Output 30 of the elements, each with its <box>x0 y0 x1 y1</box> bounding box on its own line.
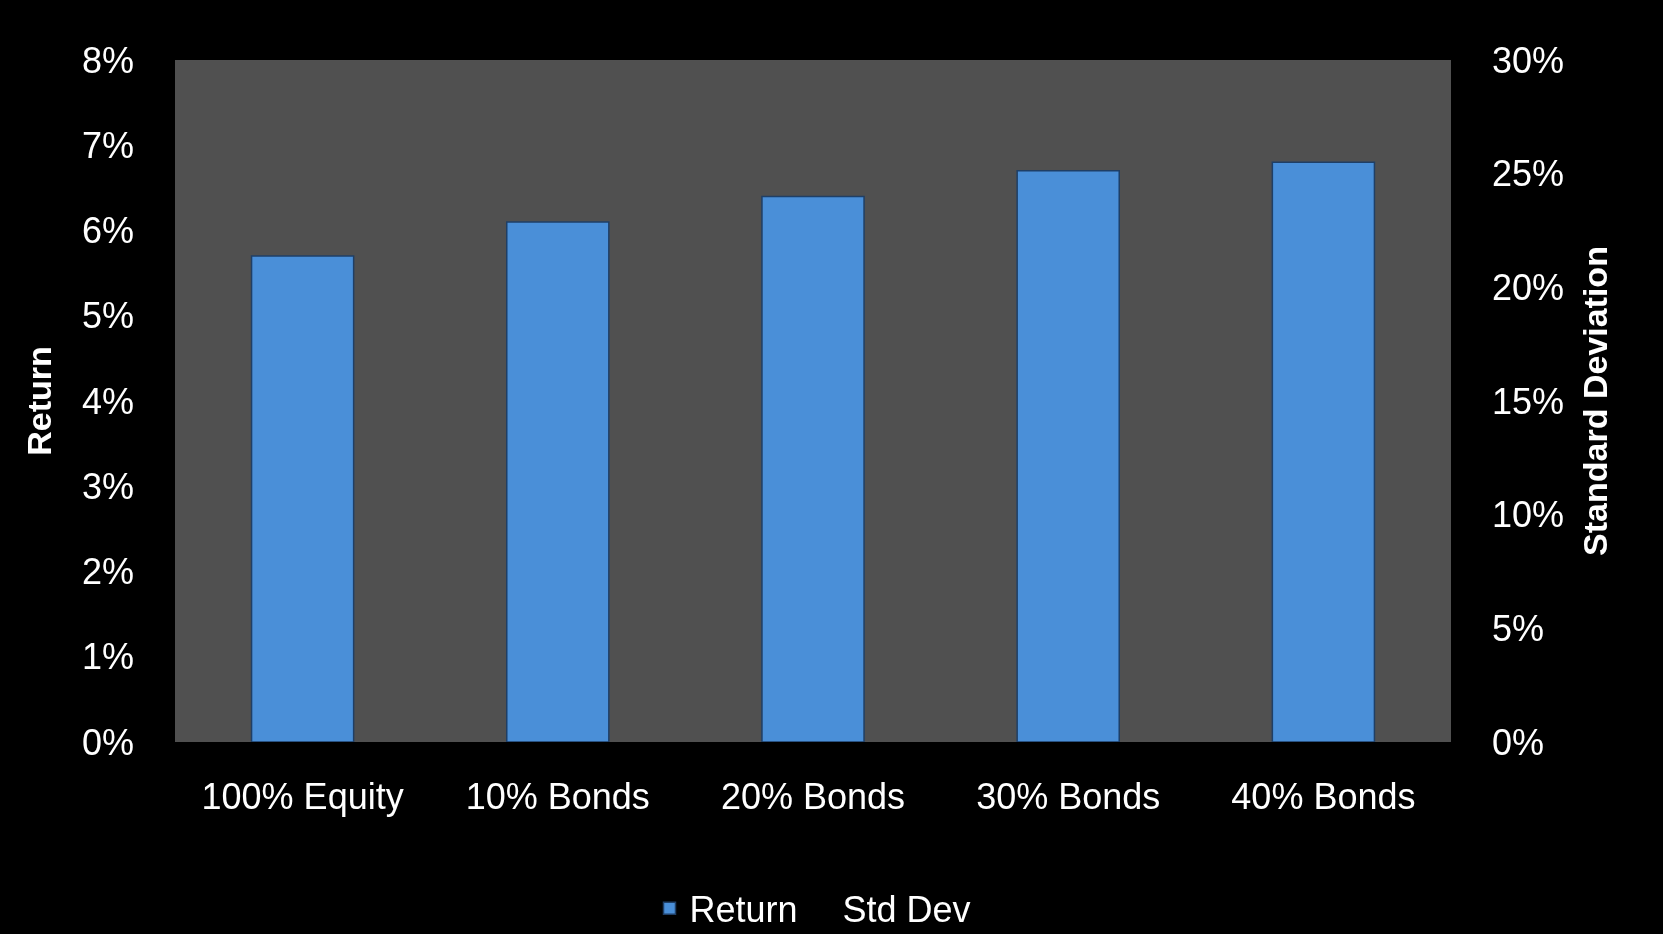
y-tick-label: 7% <box>81 124 134 166</box>
y2-tick-label: 15% <box>1492 380 1565 422</box>
x-tick-label: 10% Bonds <box>465 776 650 817</box>
x-tick-label: 20% Bonds <box>720 776 906 817</box>
y-axis-title: Return <box>19 346 58 456</box>
y-tick-label: 6% <box>81 210 134 252</box>
y-tick-label: 4% <box>81 380 134 422</box>
bar <box>506 221 610 742</box>
y2-axis-title: Standard Deviation <box>1576 246 1615 556</box>
y2-tick-label: 25% <box>1492 153 1565 195</box>
y-tick-label: 3% <box>81 465 134 507</box>
y-tick-label: 2% <box>81 551 134 593</box>
y2-tick-label: 20% <box>1492 266 1565 308</box>
y-tick-label: 0% <box>81 721 134 763</box>
x-tick-label: 30% Bonds <box>976 776 1161 817</box>
y-tick-label: 5% <box>81 295 134 337</box>
y2-tick-label: 5% <box>1492 607 1545 649</box>
legend-label: Return <box>689 889 798 931</box>
y2-tick-label: 0% <box>1492 721 1545 763</box>
x-tick-label: 100% Equity <box>201 776 404 817</box>
bar <box>1271 161 1376 742</box>
text: Std Dev <box>842 889 971 931</box>
bar <box>761 195 865 742</box>
bar <box>250 255 355 742</box>
y-tick-label: 1% <box>81 636 134 678</box>
y-tick-label: 8% <box>81 39 134 81</box>
bar <box>1016 170 1120 742</box>
y2-tick-label: 30% <box>1492 39 1565 81</box>
y2-tick-label: 10% <box>1492 494 1565 536</box>
x-tick-label: 40% Bonds <box>1231 776 1416 817</box>
